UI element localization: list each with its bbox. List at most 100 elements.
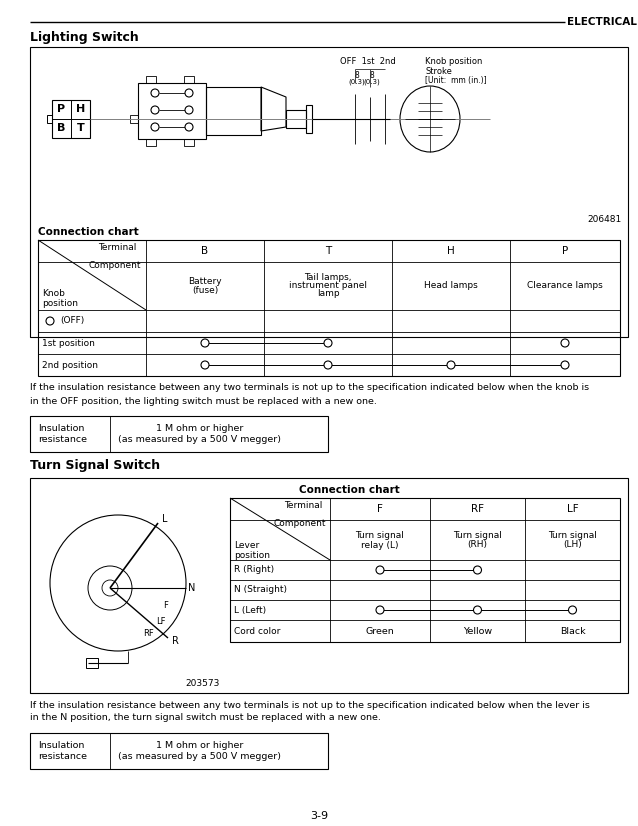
Circle shape	[151, 106, 159, 114]
Circle shape	[185, 123, 193, 131]
Bar	[206, 87, 261, 135]
Text: Turn Signal Switch: Turn Signal Switch	[30, 459, 160, 472]
Text: Terminal: Terminal	[98, 244, 136, 253]
Circle shape	[376, 566, 384, 574]
Circle shape	[46, 317, 54, 325]
Circle shape	[151, 123, 159, 131]
Text: H: H	[77, 104, 85, 114]
Text: Turn signal: Turn signal	[355, 530, 404, 539]
Circle shape	[447, 361, 455, 369]
Text: 2nd position: 2nd position	[42, 360, 98, 369]
Bar	[146, 76, 156, 83]
Text: RF: RF	[471, 504, 484, 514]
Circle shape	[185, 89, 193, 97]
Text: relay (L): relay (L)	[361, 540, 399, 549]
Text: Black: Black	[560, 626, 585, 635]
Text: Knob: Knob	[42, 289, 65, 298]
Bar	[130, 115, 138, 123]
Bar	[86, 658, 98, 668]
Text: RF: RF	[143, 629, 154, 638]
Circle shape	[561, 339, 569, 347]
Text: Lighting Switch: Lighting Switch	[30, 31, 138, 45]
Bar	[47, 115, 52, 123]
Circle shape	[324, 339, 332, 347]
Text: 8: 8	[355, 70, 359, 79]
Text: 8: 8	[369, 70, 375, 79]
Text: (OFF): (OFF)	[60, 316, 84, 325]
Circle shape	[473, 566, 482, 574]
Bar	[306, 105, 312, 133]
Bar	[146, 139, 156, 146]
Text: lamp: lamp	[316, 289, 339, 298]
Bar	[30, 47, 628, 337]
Text: B: B	[57, 123, 65, 133]
Bar	[230, 498, 620, 642]
Text: B: B	[202, 246, 209, 256]
Text: Clearance lamps: Clearance lamps	[527, 282, 603, 291]
Text: P: P	[57, 104, 65, 114]
Text: LF: LF	[156, 616, 165, 625]
Text: If the insulation resistance between any two terminals is not up to the specific: If the insulation resistance between any…	[30, 383, 589, 392]
Text: 203573: 203573	[186, 678, 220, 687]
Text: Green: Green	[366, 626, 394, 635]
Text: T: T	[325, 246, 331, 256]
Text: (0.3): (0.3)	[364, 78, 380, 85]
Text: 1 M ohm or higher
(as measured by a 500 V megger): 1 M ohm or higher (as measured by a 500 …	[119, 425, 281, 444]
Text: Insulation
resistance: Insulation resistance	[38, 741, 87, 761]
Circle shape	[473, 606, 482, 614]
Text: Tail lamps,: Tail lamps,	[304, 273, 352, 282]
Circle shape	[376, 606, 384, 614]
Bar	[184, 76, 194, 83]
Text: Turn signal: Turn signal	[453, 530, 502, 539]
Text: Cord color: Cord color	[234, 626, 280, 635]
Text: Battery: Battery	[188, 277, 222, 286]
Bar	[138, 83, 206, 139]
Text: in the OFF position, the lighting switch must be replaced with a new one.: in the OFF position, the lighting switch…	[30, 396, 377, 406]
Bar	[30, 478, 628, 693]
Text: OFF  1st  2nd: OFF 1st 2nd	[340, 56, 396, 65]
Circle shape	[561, 361, 569, 369]
Text: F: F	[377, 504, 383, 514]
Text: (RH): (RH)	[468, 540, 487, 549]
Text: Turn signal: Turn signal	[548, 530, 597, 539]
Text: (LH): (LH)	[563, 540, 582, 549]
Text: 1st position: 1st position	[42, 339, 95, 348]
Text: Yellow: Yellow	[463, 626, 492, 635]
Circle shape	[185, 106, 193, 114]
Text: 3-9: 3-9	[310, 811, 328, 821]
Text: N: N	[188, 583, 195, 593]
Text: Connection chart: Connection chart	[38, 227, 138, 237]
Text: Head lamps: Head lamps	[424, 282, 478, 291]
Text: If the insulation resistance between any two terminals is not up to the specific: If the insulation resistance between any…	[30, 700, 590, 710]
Text: L: L	[162, 514, 168, 524]
Text: T: T	[77, 123, 85, 133]
Text: Terminal: Terminal	[284, 501, 322, 510]
Circle shape	[201, 339, 209, 347]
Bar	[286, 110, 306, 128]
Bar	[38, 240, 620, 376]
Circle shape	[151, 89, 159, 97]
Text: instrument panel: instrument panel	[289, 282, 367, 291]
Text: L (Left): L (Left)	[234, 605, 266, 615]
Text: in the N position, the turn signal switch must be replaced with a new one.: in the N position, the turn signal switc…	[30, 714, 381, 723]
Text: ELECTRICAL  SYSTEM: ELECTRICAL SYSTEM	[567, 17, 638, 27]
Text: Component: Component	[274, 520, 326, 529]
Text: Component: Component	[89, 262, 141, 270]
Bar	[52, 100, 90, 138]
Text: 206481: 206481	[588, 216, 622, 225]
Text: Connection chart: Connection chart	[299, 485, 399, 495]
Text: position: position	[234, 552, 270, 561]
Text: R: R	[172, 636, 179, 646]
Text: Insulation
resistance: Insulation resistance	[38, 425, 87, 444]
Circle shape	[568, 606, 577, 614]
Text: Lever: Lever	[234, 542, 259, 550]
Text: 1 M ohm or higher
(as measured by a 500 V megger): 1 M ohm or higher (as measured by a 500 …	[119, 741, 281, 761]
Bar	[184, 139, 194, 146]
Text: H: H	[447, 246, 455, 256]
Bar	[30, 733, 328, 769]
Bar	[30, 416, 328, 452]
Text: LF: LF	[567, 504, 578, 514]
Text: Stroke: Stroke	[425, 67, 452, 75]
Text: P: P	[562, 246, 568, 256]
Text: [Unit:  mm (in.)]: [Unit: mm (in.)]	[425, 75, 487, 84]
